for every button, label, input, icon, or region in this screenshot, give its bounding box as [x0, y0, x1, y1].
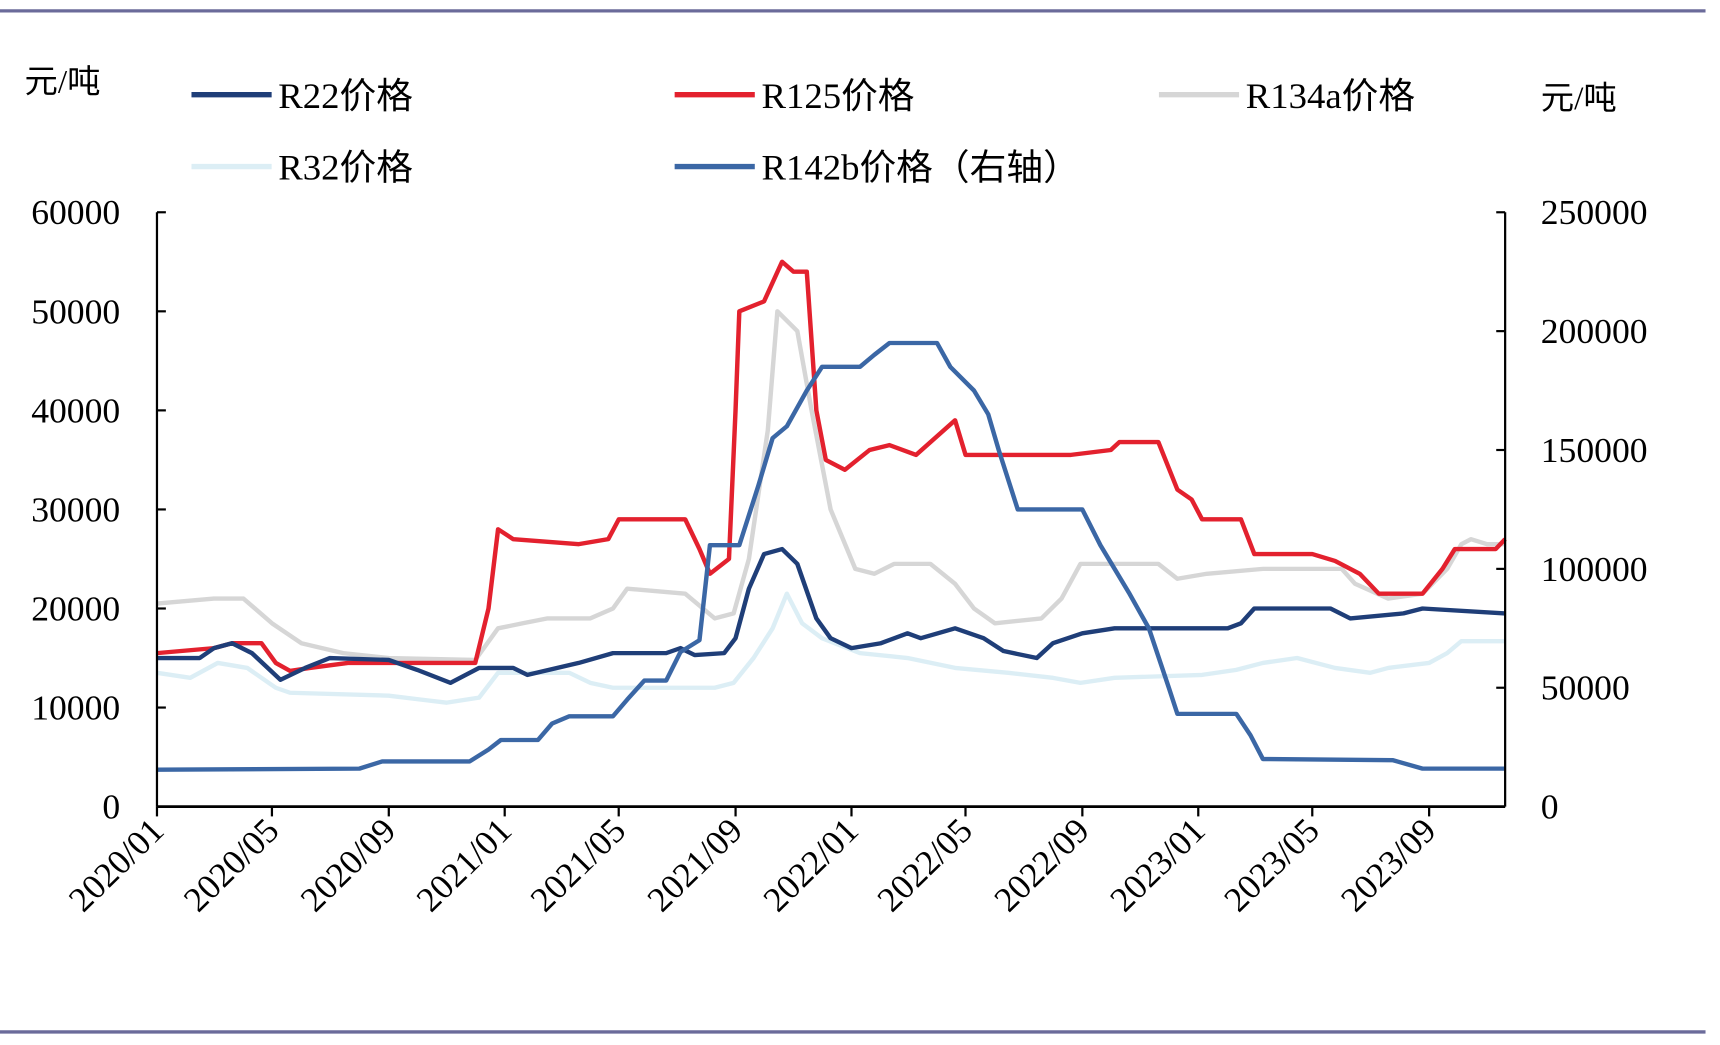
legend: R22价格 R125价格 R134a价格 R32价格 R142b价格（右轴） [191, 76, 1415, 188]
legend-label: R32价格 [278, 148, 413, 188]
left-tick-label: 10000 [31, 689, 120, 728]
right-tick-label: 100000 [1541, 550, 1648, 589]
series-layer [156, 259, 1507, 772]
x-tick-label: 2022/01 [756, 811, 866, 919]
right-tick-label: 0 [1541, 788, 1559, 827]
left-tick-label: 40000 [31, 392, 120, 431]
x-tick-label: 2023/01 [1102, 811, 1212, 919]
x-tick-label: 2023/05 [1216, 811, 1326, 919]
right-axis-unit: 元/吨 [1541, 80, 1617, 117]
left-tick-label: 20000 [31, 590, 120, 629]
legend-label: R142b价格（右轴） [761, 148, 1079, 188]
left-tick-label: 60000 [31, 194, 120, 233]
x-tick-label: 2020/09 [293, 811, 403, 919]
right-tick-label: 150000 [1541, 431, 1648, 470]
x-tick-label: 2022/09 [987, 811, 1097, 919]
left-tick-label: 50000 [31, 293, 120, 332]
right-tick-label: 200000 [1541, 312, 1648, 351]
x-tick-label: 2020/01 [61, 811, 171, 919]
x-tick-label: 2020/05 [176, 811, 286, 919]
legend-label: R22价格 [278, 76, 413, 116]
x-tick-label: 2021/09 [640, 811, 750, 919]
series-line-R125价格 [156, 259, 1507, 674]
left-tick-label: 0 [102, 788, 120, 827]
right-tick-label: 250000 [1541, 194, 1648, 233]
series-line-R142b价格（右轴） [156, 340, 1506, 772]
series-line-R32价格 [156, 591, 1506, 705]
x-tick-label: 2021/01 [409, 811, 519, 919]
left-tick-label: 30000 [31, 491, 120, 530]
legend-label: R134a价格 [1246, 76, 1415, 116]
right-tick-label: 50000 [1541, 669, 1630, 708]
x-tick-label: 2021/05 [523, 811, 633, 919]
left-axis-unit: 元/吨 [24, 64, 100, 101]
axes: 0 10000 20000 30000 40000 50000 60000 0 50000 100… [31, 194, 1647, 919]
legend-label: R125价格 [761, 76, 914, 116]
x-tick-label: 2022/05 [870, 811, 980, 919]
x-tick-label: 2023/09 [1333, 811, 1443, 919]
series-line-R22价格 [156, 546, 1506, 686]
series-line-R134a价格 [156, 309, 1506, 663]
